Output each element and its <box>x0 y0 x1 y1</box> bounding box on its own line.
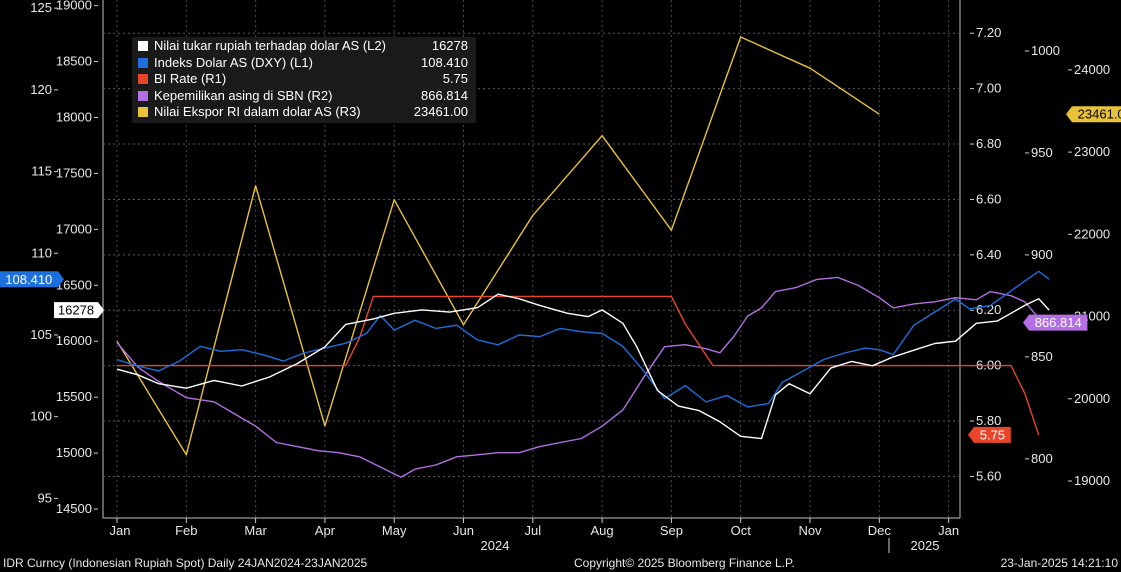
axis-tick-L1: 115 <box>31 164 52 179</box>
footer-copyright: Copyright© 2025 Bloomberg Finance L.P. <box>574 556 795 570</box>
axis-tick-L1: 110 <box>31 245 52 260</box>
axis-tick-L2: 17500 <box>56 165 92 180</box>
x-year-label: 2025 <box>911 538 940 553</box>
legend-series-value: 16278 <box>431 38 468 53</box>
axis-tick-R2: 1000 <box>1031 43 1060 58</box>
footer-security: IDR Curncy (Indonesian Rupiah Spot) Dail… <box>3 556 368 570</box>
axis-tick-R3: 23000 <box>1074 144 1110 159</box>
x-tick-label: Nov <box>798 523 822 538</box>
axis-tick-R2: 950 <box>1031 145 1053 160</box>
series-line <box>117 295 1040 436</box>
axis-tick-R2: 800 <box>1031 451 1053 466</box>
last-value-label: 866.814 <box>1035 315 1082 330</box>
axis-tick-R1: 5.80 <box>976 413 1001 428</box>
legend-entry: Kepemilikan asing di SBN (R2) 866.814 <box>138 88 468 104</box>
legend-series-name: Nilai Ekspor RI dalam dolar AS (R3) <box>154 104 361 120</box>
axis-tick-R2: 900 <box>1031 247 1053 262</box>
x-tick-label: Apr <box>315 523 336 538</box>
last-value-tag <box>968 426 1011 443</box>
footer-timestamp: 23-Jan-2025 14:21:10 <box>1000 556 1118 570</box>
axis-tick-L1: 120 <box>30 82 52 97</box>
axis-tick-L1: 100 <box>30 409 52 424</box>
last-value-label: 16278 <box>58 303 94 318</box>
axis-tick-L1: 105 <box>30 327 52 342</box>
legend-series-value: 866.814 <box>421 87 468 103</box>
x-tick-label: Jun <box>453 523 474 538</box>
legend-series-name: Nilai tukar rupiah terhadap dolar AS (L2… <box>154 38 386 53</box>
legend-entry: Indeks Dolar AS (DXY) (L1) 108.410 <box>138 55 468 71</box>
axis-tick-L2: 18500 <box>56 54 92 69</box>
x-tick-label: Dec <box>868 523 892 538</box>
last-value-tag <box>0 271 64 288</box>
axis-tick-R1: 7.20 <box>976 25 1001 40</box>
legend-swatch <box>138 57 148 68</box>
x-tick-label: May <box>382 523 407 538</box>
legend-series-value: 23461.00 <box>413 104 468 120</box>
axis-tick-R3: 19000 <box>1074 473 1110 488</box>
axis-tick-L2: 16500 <box>56 277 92 292</box>
x-tick-label: Oct <box>731 523 752 538</box>
x-tick-label: Jul <box>524 523 541 538</box>
legend-swatch <box>138 107 148 118</box>
legend-entry: Nilai tukar rupiah terhadap dolar AS (L2… <box>138 38 468 54</box>
axis-tick-L2: 15000 <box>56 445 92 460</box>
axis-tick-L2: 17000 <box>56 221 92 236</box>
axis-tick-L1: 125 <box>30 0 52 15</box>
last-value-tag <box>54 302 104 319</box>
last-value-tag <box>1023 314 1088 331</box>
legend-series-name: Indeks Dolar AS (DXY) (L1) <box>154 54 313 70</box>
axis-tick-R1: 6.40 <box>976 247 1001 262</box>
axis-tick-R1: 6.60 <box>976 191 1001 206</box>
legend-swatch <box>138 90 148 101</box>
axis-tick-L1: 95 <box>38 490 52 505</box>
series-line <box>116 36 880 456</box>
x-tick-label: Feb <box>175 523 197 538</box>
legend-series-name: BI Rate (R1) <box>154 71 227 87</box>
axis-tick-R1: 7.00 <box>976 81 1001 96</box>
series-line <box>116 270 1050 408</box>
x-tick-label: Jan <box>110 523 131 538</box>
axis-tick-R1: 5.60 <box>976 468 1001 483</box>
legend-entry: Nilai Ekspor RI dalam dolar AS (R3) 23461… <box>138 104 468 120</box>
axis-tick-R1: 6.80 <box>976 136 1001 151</box>
axis-tick-R3: 20000 <box>1074 391 1110 406</box>
legend-swatch <box>138 41 148 51</box>
x-year-label: 2024 <box>481 538 510 553</box>
axis-tick-R1: 6.20 <box>976 302 1001 317</box>
last-value-label: 108.410 <box>5 272 52 287</box>
axis-tick-L2: 19000 <box>56 0 92 13</box>
last-value-label: 5.75 <box>980 427 1005 442</box>
axis-tick-L2: 14500 <box>56 501 92 516</box>
legend-swatch <box>138 74 148 85</box>
last-value-label: 23461.00 <box>1078 107 1121 122</box>
chart-legend: Nilai tukar rupiah terhadap dolar AS (L2… <box>132 37 476 123</box>
x-tick-label: Sep <box>660 523 683 538</box>
axis-tick-L2: 18000 <box>56 109 92 124</box>
axis-tick-L2: 15500 <box>56 389 92 404</box>
legend-series-name: Kepemilikan asing di SBN (R2) <box>154 87 333 103</box>
axis-tick-R2: 850 <box>1031 349 1053 364</box>
axis-tick-R3: 24000 <box>1074 62 1110 77</box>
axis-tick-L2: 16000 <box>56 333 92 348</box>
axis-tick-R3: 22000 <box>1074 226 1110 241</box>
x-tick-label: Jan <box>938 523 959 538</box>
series-line <box>116 293 1050 440</box>
legend-series-value: 5.75 <box>442 71 468 87</box>
legend-entry: BI Rate (R1) 5.75 <box>138 71 468 87</box>
x-tick-label: Mar <box>244 523 267 538</box>
x-tick-label: Aug <box>591 523 614 538</box>
series-line <box>116 276 1050 478</box>
last-value-tag <box>1066 106 1121 123</box>
legend-series-value: 108.410 <box>421 54 468 70</box>
